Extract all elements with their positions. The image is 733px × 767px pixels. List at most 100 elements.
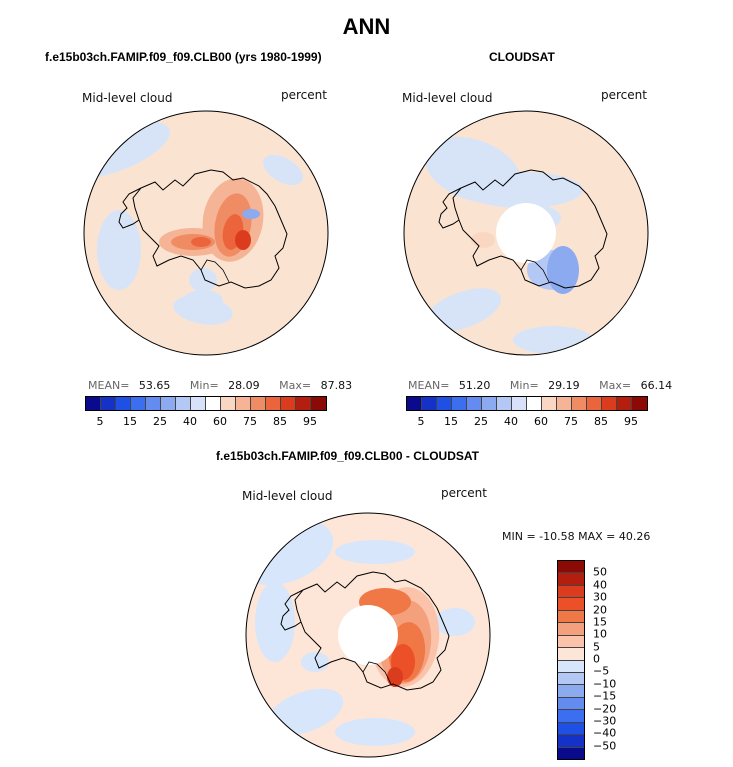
colorbar-swatch <box>558 747 584 759</box>
colorbar-tick-label: 15 <box>444 415 458 428</box>
ice-shelf-line <box>200 259 230 283</box>
colorbar-swatch <box>266 397 281 410</box>
colorbar-swatch <box>542 397 557 410</box>
colorbar-swatch <box>557 397 572 410</box>
field-contour <box>471 232 495 248</box>
field-contour <box>183 290 223 310</box>
field-contour <box>335 540 415 564</box>
colorbar-tick-label: 60 <box>534 415 548 428</box>
map-field <box>404 111 648 355</box>
colorbar-swatch <box>161 397 176 410</box>
field-contour <box>301 652 329 672</box>
colorbar-swatch <box>437 397 452 410</box>
colorbar-tick-label: −5 <box>593 664 610 678</box>
colorbar-swatch <box>558 697 584 711</box>
panel2-max-value: 66.14 <box>640 379 673 392</box>
panel1-min-value: 28.09 <box>228 379 260 392</box>
panel3-stats: MIN = -10.58 MAX = 40.26 <box>502 530 651 543</box>
colorbar-tick-label: 5 <box>417 415 425 428</box>
data-gap <box>496 203 556 263</box>
colorbar-tick-label: 15 <box>123 415 137 428</box>
coastline <box>452 169 608 289</box>
colorbar-swatch <box>632 397 647 410</box>
colorbar-tick-label: −40 <box>593 726 617 740</box>
panel2-min-label: Min= <box>509 379 539 392</box>
colorbar-tick-label: 10 <box>593 627 607 641</box>
colorbar-swatch <box>236 397 251 410</box>
colorbar-swatch <box>176 397 191 410</box>
panel1-title: f.e15b03ch.FAMIP.f09_f09.CLB00 (yrs 1980… <box>45 50 322 64</box>
colorbar-swatch <box>482 397 497 410</box>
colorbar-tick-label: −30 <box>593 714 617 728</box>
peninsula-coastline <box>438 187 462 229</box>
field-contour <box>235 230 251 250</box>
colorbar-swatch <box>558 635 584 649</box>
panel1-colorbar-ticks: 5 15 25 40 60 75 85 95 <box>85 415 325 429</box>
colorbar-swatch <box>101 397 116 410</box>
colorbar-tick-label: 15 <box>593 615 607 629</box>
panel3-units-label: percent <box>441 486 487 500</box>
colorbar-swatch <box>587 397 602 410</box>
map-boundary <box>403 110 649 356</box>
colorbar-swatch <box>191 397 206 410</box>
panel1-max-label: Max= <box>279 379 312 392</box>
panel1-mean-value: 53.65 <box>138 379 171 392</box>
colorbar-swatch <box>467 397 482 410</box>
map-field <box>246 513 490 757</box>
colorbar-swatch <box>221 397 236 410</box>
panel2-mean-label: MEAN= <box>408 379 450 392</box>
field-contour <box>335 718 415 746</box>
colorbar-swatch <box>558 685 584 698</box>
colorbar-tick-label: 40 <box>504 415 518 428</box>
colorbar-swatch <box>527 397 542 410</box>
colorbar-swatch <box>572 397 587 410</box>
colorbar-swatch <box>452 397 467 410</box>
colorbar-swatch <box>497 397 512 410</box>
field-contour <box>189 268 217 292</box>
panel1-variable-label: Mid-level cloud <box>82 91 173 105</box>
panel1-mean-label: MEAN= <box>88 379 130 392</box>
colorbar-swatch <box>558 648 584 661</box>
coastline <box>294 571 450 691</box>
panel1-colorbar <box>85 396 327 411</box>
colorbar-tick-label: 50 <box>593 565 607 579</box>
panel3-variable-label: Mid-level cloud <box>242 489 333 503</box>
panel3-colorbar <box>557 560 585 760</box>
colorbar-swatch <box>86 397 101 410</box>
panel2-mean-value: 51.20 <box>458 379 491 392</box>
colorbar-tick-label: 20 <box>593 603 607 616</box>
panel3-title: f.e15b03ch.FAMIP.f09_f09.CLB00 - CLOUDSA… <box>216 449 479 463</box>
colorbar-swatch <box>558 598 584 611</box>
colorbar-tick-label: 25 <box>153 415 167 428</box>
panel1-units-label: percent <box>281 88 327 102</box>
panel1-max-value: 87.83 <box>320 379 353 392</box>
colorbar-tick-label: 5 <box>593 640 600 654</box>
ice-shelf-line <box>362 661 392 685</box>
colorbar-swatch <box>558 735 584 748</box>
panel1-map <box>83 110 329 356</box>
colorbar-swatch <box>558 660 584 673</box>
colorbar-tick-label: −50 <box>593 739 617 753</box>
colorbar-tick-label: 25 <box>474 415 488 428</box>
field-contour <box>242 209 260 219</box>
colorbar-tick-label: 85 <box>594 415 608 428</box>
panel2-colorbar <box>406 396 648 411</box>
colorbar-tick-label: 0 <box>593 652 600 666</box>
field-contour <box>263 154 303 186</box>
colorbar-swatch <box>617 397 632 410</box>
panel2-stats: MEAN= 51.20 Min= 29.19 Max= 66.14 <box>408 379 672 392</box>
field-contour <box>387 667 403 687</box>
map-boundary <box>83 110 329 356</box>
colorbar-swatch <box>558 710 584 723</box>
colorbar-swatch <box>407 397 422 410</box>
colorbar-tick-label: 95 <box>303 415 317 428</box>
figure-title: ANN <box>342 14 391 39</box>
colorbar-swatch <box>146 397 161 410</box>
colorbar-tick-label: 40 <box>183 415 197 428</box>
colorbar-swatch <box>296 397 311 410</box>
colorbar-swatch <box>131 397 146 410</box>
colorbar-swatch <box>206 397 221 410</box>
peninsula-coastline <box>280 589 304 631</box>
field-contour <box>191 237 211 247</box>
field-contour <box>435 608 475 636</box>
